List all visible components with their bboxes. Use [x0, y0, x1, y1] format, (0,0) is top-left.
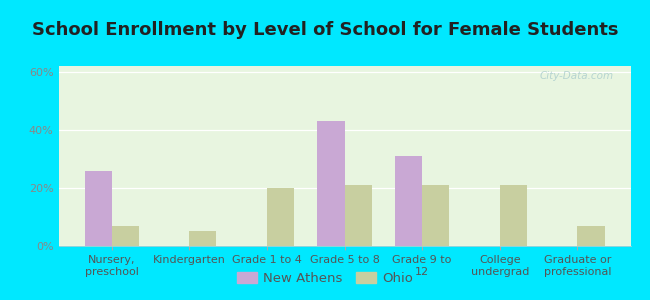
Bar — [395, 156, 422, 246]
Bar — [500, 185, 527, 246]
Bar — [422, 185, 449, 246]
Bar — [112, 226, 139, 246]
Bar — [317, 121, 344, 246]
Text: City-Data.com: City-Data.com — [540, 71, 614, 81]
Bar — [344, 185, 372, 246]
Bar — [267, 188, 294, 246]
Text: School Enrollment by Level of School for Female Students: School Enrollment by Level of School for… — [32, 21, 618, 39]
Bar — [189, 232, 216, 246]
Bar — [84, 170, 112, 246]
Bar — [577, 226, 605, 246]
Legend: New Athens, Ohio: New Athens, Ohio — [231, 267, 419, 290]
